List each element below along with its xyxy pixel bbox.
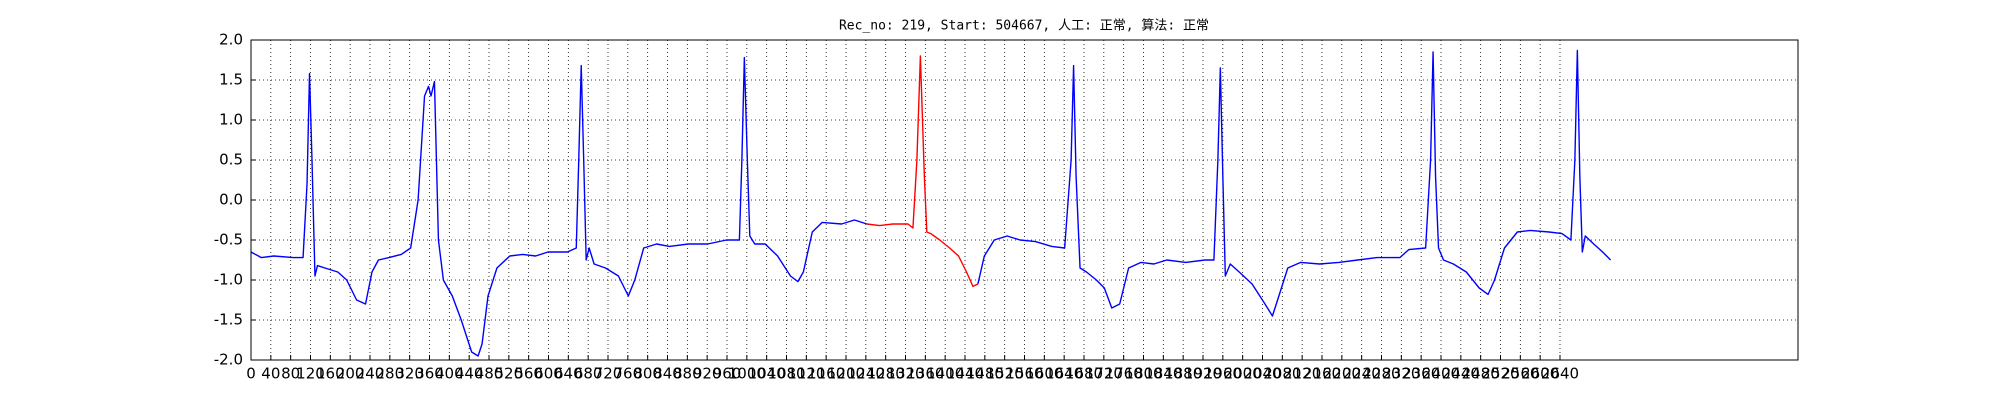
x-tick-label: 1920 bbox=[1184, 365, 1222, 383]
x-tick-label: 880 bbox=[673, 365, 702, 383]
x-tick-label: 360 bbox=[415, 365, 444, 383]
x-tick-label: 120 bbox=[296, 365, 325, 383]
x-tick-label: 1040 bbox=[748, 365, 786, 383]
x-tick-label: 400 bbox=[435, 365, 464, 383]
x-tick-label: 960 bbox=[713, 365, 742, 383]
y-tick-label: -2.0 bbox=[214, 351, 243, 369]
x-tick-label: 2520 bbox=[1481, 365, 1519, 383]
series-line bbox=[250, 49, 1612, 357]
x-tick-label: 1280 bbox=[867, 365, 905, 383]
x-tick-label: 1320 bbox=[886, 365, 924, 383]
x-tick-label: 320 bbox=[395, 365, 424, 383]
x-tick-label: 520 bbox=[495, 365, 524, 383]
x-tick-label: 2040 bbox=[1243, 365, 1281, 383]
x-tick-label: 1440 bbox=[946, 365, 984, 383]
x-tick-label: 160 bbox=[316, 365, 345, 383]
x-tick-label: 2320 bbox=[1382, 365, 1420, 383]
x-tick-label: 1120 bbox=[787, 365, 825, 383]
x-tick-label: 1680 bbox=[1065, 365, 1103, 383]
y-tick-label: 1.5 bbox=[219, 71, 243, 89]
x-tick-label: 2200 bbox=[1323, 365, 1361, 383]
x-tick-label: 1200 bbox=[827, 365, 865, 383]
x-tick-label: 2560 bbox=[1501, 365, 1539, 383]
x-tick-label: 1960 bbox=[1204, 365, 1242, 383]
x-tick-label: 2480 bbox=[1462, 365, 1500, 383]
x-tick-label: 2120 bbox=[1283, 365, 1321, 383]
x-tick-label: 440 bbox=[455, 365, 484, 383]
x-tick-label: 2240 bbox=[1343, 365, 1381, 383]
x-tick-label: 1360 bbox=[906, 365, 944, 383]
y-tick-label: -1.0 bbox=[214, 271, 243, 289]
x-tick-label: 40 bbox=[261, 365, 280, 383]
x-tick-label: 840 bbox=[653, 365, 682, 383]
y-tick-label: 0.5 bbox=[219, 151, 243, 169]
x-tick-label: 1560 bbox=[1005, 365, 1043, 383]
x-tick-label: 1880 bbox=[1164, 365, 1202, 383]
x-tick-label: 1840 bbox=[1144, 365, 1182, 383]
x-tick-label: 920 bbox=[693, 365, 722, 383]
y-tick-label: -0.5 bbox=[214, 231, 243, 249]
chart-title: Rec_no: 219, Start: 504667, 人工: 正常, 算法: … bbox=[839, 19, 1209, 34]
x-tick-label: 2440 bbox=[1442, 365, 1480, 383]
x-tick-label: 1400 bbox=[926, 365, 964, 383]
y-tick-label: -1.5 bbox=[214, 311, 243, 329]
x-tick-label: 1240 bbox=[847, 365, 885, 383]
x-tick-label: 720 bbox=[594, 365, 623, 383]
x-tick-label: 1520 bbox=[986, 365, 1024, 383]
x-tick-label: 0 bbox=[246, 365, 256, 383]
x-tick-label: 800 bbox=[633, 365, 662, 383]
x-tick-label: 280 bbox=[376, 365, 405, 383]
x-tick-label: 1160 bbox=[807, 365, 845, 383]
x-tick-label: 480 bbox=[475, 365, 504, 383]
x-tick-label: 560 bbox=[514, 365, 543, 383]
x-tick-label: 1720 bbox=[1085, 365, 1123, 383]
x-tick-label: 2360 bbox=[1402, 365, 1440, 383]
x-tick-label: 640 bbox=[554, 365, 583, 383]
y-tick-label: 0.0 bbox=[219, 191, 243, 209]
plot-frame bbox=[250, 39, 1799, 361]
y-tick-label: 2.0 bbox=[219, 31, 243, 49]
x-tick-label: 1600 bbox=[1025, 365, 1063, 383]
x-tick-label: 2080 bbox=[1263, 365, 1301, 383]
x-tick-label: 2640 bbox=[1541, 365, 1579, 383]
x-tick-label: 2400 bbox=[1422, 365, 1460, 383]
x-tick-label: 1640 bbox=[1045, 365, 1083, 383]
x-tick-label: 600 bbox=[534, 365, 563, 383]
x-tick-label: 1080 bbox=[767, 365, 805, 383]
x-tick-label: 2000 bbox=[1224, 365, 1262, 383]
x-tick-label: 1480 bbox=[966, 365, 1004, 383]
x-tick-label: 1760 bbox=[1105, 365, 1143, 383]
x-tick-label: 2160 bbox=[1303, 365, 1341, 383]
x-tick-label: 680 bbox=[574, 365, 603, 383]
series-line bbox=[866, 55, 979, 288]
x-tick-label: 1800 bbox=[1124, 365, 1162, 383]
x-tick-label: 760 bbox=[614, 365, 643, 383]
x-tick-label: 200 bbox=[336, 365, 365, 383]
y-tick-label: 1.0 bbox=[219, 111, 243, 129]
x-tick-label: 80 bbox=[281, 365, 300, 383]
x-tick-label: 240 bbox=[356, 365, 385, 383]
x-tick-label: 2280 bbox=[1362, 365, 1400, 383]
x-tick-label: 2600 bbox=[1521, 365, 1559, 383]
x-tick-label: 1000 bbox=[728, 365, 766, 383]
